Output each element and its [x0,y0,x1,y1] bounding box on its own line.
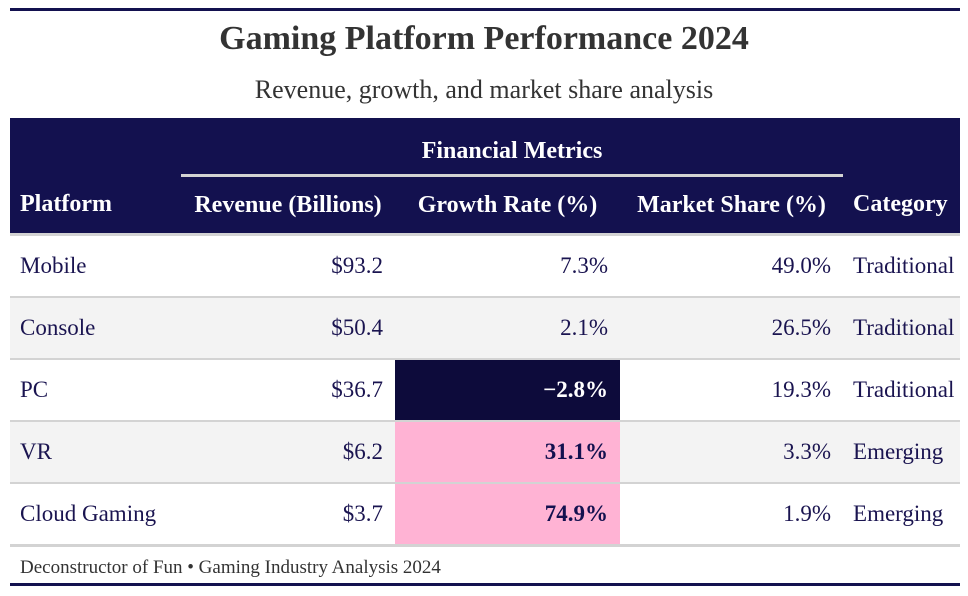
column-header-share: Market Share (%) [620,175,844,235]
table-row: Mobile $93.2 7.3% 49.0% Traditional [10,235,960,298]
cell-share: 49.0% [771,253,832,278]
spanner-label: Financial Metrics [421,138,603,164]
cell-share: 1.9% [620,482,844,546]
cell-platform: Mobile [20,253,87,278]
source-note: Deconstructor of Fun • Gaming Industry A… [10,544,961,589]
spanner-blank-right [843,118,961,176]
spanner-financial-metrics: Financial Metrics [181,118,844,177]
cell-growth-high: 74.9% [395,482,620,546]
cell-share: 3.3% [620,420,844,483]
cell-revenue: $93.2 [331,253,383,278]
top-rule [10,8,960,11]
cell-platform: Console [10,296,181,359]
data-table: Financial Metrics Platform Revenue (Bill… [10,118,961,589]
footer-row: Deconstructor of Fun • Gaming Industry A… [10,544,961,589]
column-header-category: Category [843,175,961,235]
table-title: Gaming Platform Performance 2024 [219,20,749,57]
cell-category: Emerging [843,482,961,546]
column-header-growth: Growth Rate (%) [395,175,620,235]
cell-platform: VR [10,420,181,483]
cell-revenue: $36.7 [181,358,395,421]
cell-category: Emerging [843,420,961,483]
cell-growth: 2.1% [395,296,620,359]
cell-platform: PC [10,358,181,421]
table-subtitle: Revenue, growth, and market share analys… [254,75,714,104]
spanner-row: Financial Metrics [10,118,961,177]
cell-revenue: $6.2 [181,420,395,483]
spanner-blank-left [10,118,181,176]
cell-revenue: $50.4 [181,296,395,359]
column-header-row: Platform Revenue (Billions) Growth Rate … [10,175,961,235]
table-row: Cloud Gaming $3.7 74.9% 1.9% Emerging [10,482,961,546]
table-row: PC $36.7 −2.8% 19.3% Traditional [10,358,961,421]
cell-growth-negative: −2.8% [395,358,620,421]
column-header-revenue: Revenue (Billions) [181,175,395,235]
cell-platform: Cloud Gaming [10,482,181,546]
table-row: Console $50.4 2.1% 26.5% Traditional [10,296,961,359]
bottom-rule [10,583,960,586]
cell-share: 26.5% [620,296,844,359]
cell-category: Traditional [843,358,961,421]
cell-revenue: $3.7 [181,482,395,546]
table-row: VR $6.2 31.1% 3.3% Emerging [10,420,961,483]
cell-growth: 7.3% [560,253,608,278]
cell-category: Traditional [853,253,955,278]
cell-growth-high: 31.1% [395,420,620,483]
cell-share: 19.3% [620,358,844,421]
column-header-platform: Platform [10,175,181,235]
cell-category: Traditional [843,296,961,359]
